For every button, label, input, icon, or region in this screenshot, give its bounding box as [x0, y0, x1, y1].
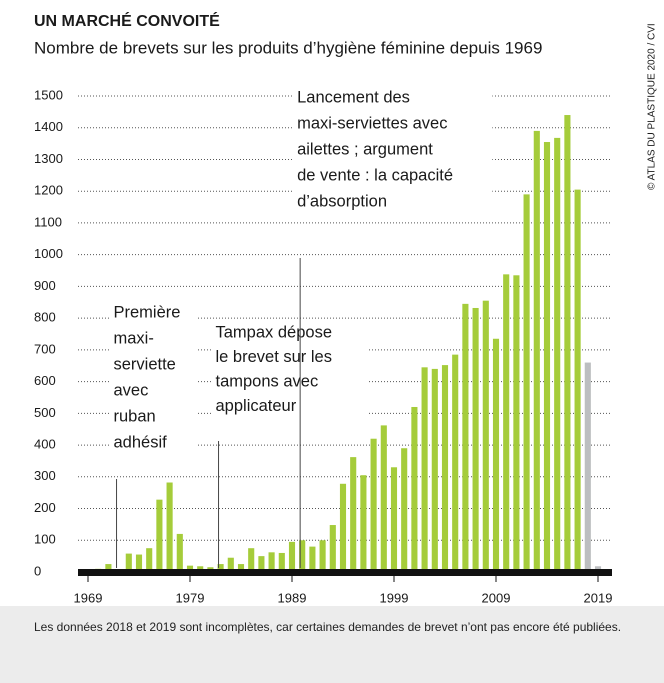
- annotation: d’absorption: [297, 192, 387, 210]
- y-tick-label: 100: [34, 532, 56, 547]
- annotation: Tampax dépose: [216, 323, 333, 341]
- bar: [156, 499, 163, 572]
- bar: [339, 483, 347, 572]
- annotation: adhésif: [114, 433, 168, 451]
- bar: [441, 365, 449, 572]
- bar: [543, 142, 551, 572]
- bar: [390, 467, 398, 572]
- chart: UN MARCHÉ CONVOITÉ Nombre de brevets sur…: [34, 11, 658, 605]
- bar: [217, 564, 224, 572]
- y-tick-label: 500: [34, 405, 56, 420]
- y-tick-label: 0: [34, 563, 41, 578]
- bar: [411, 406, 418, 572]
- bar: [503, 274, 510, 572]
- x-tick-label: 2019: [584, 590, 613, 605]
- bar: [146, 548, 153, 572]
- annotation: ailettes ; argument: [297, 140, 433, 158]
- bar: [319, 540, 326, 572]
- annotation: de vente : la capacité: [297, 166, 453, 184]
- annotation: applicateur: [216, 397, 297, 415]
- bar: [309, 546, 316, 572]
- note: Les données 2018 et 2019 sont incomplète…: [34, 620, 622, 634]
- bar: [288, 541, 296, 572]
- bar: [176, 533, 183, 572]
- bar: [268, 552, 275, 572]
- y-tick-label: 1200: [34, 183, 63, 198]
- bar: [421, 367, 428, 572]
- bar: [472, 307, 479, 572]
- bar: [492, 338, 500, 572]
- annotation-background: [211, 319, 368, 421]
- bar: [258, 556, 265, 572]
- bar: [248, 548, 255, 572]
- annotation: Première: [114, 303, 181, 321]
- bar: [533, 130, 540, 572]
- bar: [237, 564, 245, 572]
- y-tick-label: 600: [34, 373, 56, 388]
- bar: [329, 525, 336, 572]
- annotation: avec: [114, 381, 149, 399]
- bar: [125, 553, 132, 572]
- bar: [105, 564, 112, 572]
- annotation: maxi-serviettes avec: [297, 114, 447, 132]
- bar: [186, 565, 194, 572]
- bar: [227, 557, 234, 572]
- annotation: maxi-: [114, 329, 154, 347]
- bar: [462, 303, 469, 572]
- bar: [513, 275, 520, 572]
- bar: [482, 300, 489, 572]
- x-tick-label: 1999: [380, 590, 409, 605]
- annotation-background: [293, 84, 493, 218]
- x-tick-label: 1989: [278, 590, 307, 605]
- y-tick-label: 1300: [34, 151, 63, 166]
- bar: [166, 482, 173, 572]
- chart-subtitle: Nombre de brevets sur les produits d’hyg…: [34, 38, 542, 57]
- y-tick-label: 800: [34, 310, 56, 325]
- chart-title: UN MARCHÉ CONVOITÉ: [34, 11, 220, 30]
- bar: [299, 540, 306, 572]
- x-tick-label: 1969: [74, 590, 103, 605]
- y-tick-label: 1100: [34, 214, 62, 229]
- bar: [370, 438, 377, 572]
- y-tick-label: 700: [34, 341, 56, 356]
- source: © ATLAS DU PLASTIQUE 2020 / CVI: [647, 23, 658, 190]
- y-tick-label: 1500: [34, 87, 63, 102]
- bar: [574, 189, 581, 572]
- bar: [278, 552, 285, 572]
- x-tick-label: 2009: [482, 590, 511, 605]
- footer: Les données 2018 et 2019 sont incomplète…: [0, 606, 664, 683]
- bar: [360, 475, 367, 572]
- bar: [431, 368, 438, 572]
- bar: [401, 448, 408, 572]
- bar: [135, 554, 143, 572]
- bar: [523, 194, 530, 572]
- annotation: serviette: [114, 355, 176, 373]
- bar: [452, 354, 459, 572]
- bar: [554, 137, 561, 572]
- annotation: Lancement des: [297, 88, 410, 106]
- y-tick-label: 1000: [34, 246, 63, 261]
- bar: [350, 457, 357, 572]
- annotation: le brevet sur les: [216, 348, 332, 366]
- annotation: ruban: [114, 407, 156, 425]
- y-tick-label: 900: [34, 278, 56, 293]
- bar: [380, 425, 387, 572]
- bar: [584, 362, 591, 572]
- annotation: tampons avec: [216, 372, 319, 390]
- y-tick-label: 1400: [34, 119, 63, 134]
- bar: [564, 115, 571, 572]
- annotation-background: [109, 299, 197, 459]
- baseline: [78, 569, 612, 576]
- x-tick-label: 1979: [176, 590, 205, 605]
- y-tick-label: 400: [34, 437, 56, 452]
- y-tick-label: 300: [34, 468, 56, 483]
- y-tick-label: 200: [34, 500, 56, 515]
